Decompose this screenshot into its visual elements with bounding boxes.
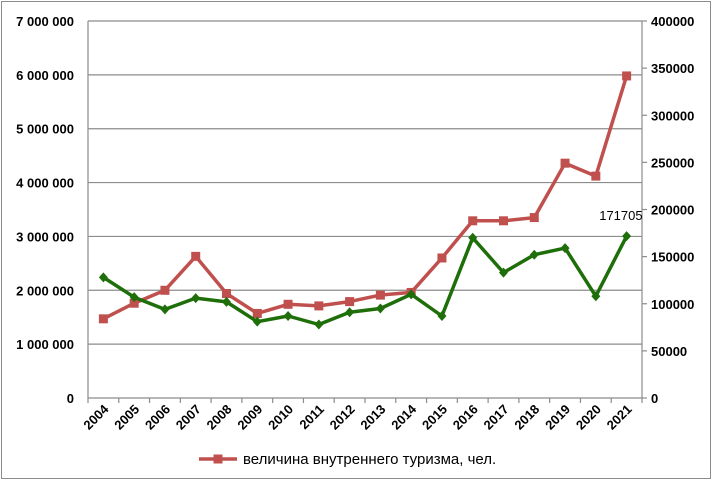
right-axis-tick-label: 100000 [651,297,694,312]
series-1-marker [222,289,231,299]
x-axis-tick-label: 2011 [296,402,327,433]
series-1-marker [622,71,632,81]
series-1-marker [591,171,601,181]
x-axis-tick-label: 2021 [604,402,635,433]
series-2-marker [529,249,539,260]
x-axis-tick-label: 2019 [542,402,573,433]
left-axis-tick-label: 6 000 000 [16,68,74,83]
right-axis-tick-label: 250000 [651,155,694,170]
x-axis-tick-label: 2015 [419,402,450,433]
series-2-marker [252,316,262,327]
series-1-marker [98,314,108,324]
series-2-marker [222,296,231,307]
series-1-marker [283,299,293,309]
series-1-marker [375,290,385,300]
series-2-marker [437,311,447,322]
x-axis-tick-label: 2005 [111,402,142,433]
series-1-marker [560,158,570,168]
right-axis-tick-label: 350000 [651,61,694,76]
x-axis-tick-label: 2007 [173,402,204,433]
series-1-marker [529,213,539,223]
right-axis-tick-label: 50000 [651,344,687,359]
x-axis-tick-label: 2020 [573,402,604,433]
x-axis-tick-label: 2012 [327,402,358,433]
x-axis-tick-label: 2008 [204,402,235,433]
series-1-marker [191,251,201,261]
right-axis-tick-label: 400000 [651,14,694,29]
series-1-marker [129,298,139,308]
series-line-1 [102,75,629,321]
series-1-marker [252,308,262,318]
series-2-marker [191,293,201,304]
left-axis-tick-label: 2 000 000 [16,283,74,298]
series-line-2 [102,235,629,327]
x-axis-tick-label: 2006 [142,402,173,433]
series-2-marker [622,231,632,242]
x-axis-tick-label: 2004 [80,401,112,433]
series-2-marker [160,304,170,315]
series-2-marker [129,292,139,303]
left-axis-tick-label: 0 [67,391,74,406]
series-2-marker [314,319,324,330]
series-1-marker [437,253,447,263]
right-axis-tick-label: 200000 [651,203,694,218]
right-axis-tick-label: 0 [651,391,658,406]
series-1-marker [345,297,355,307]
series-2-marker [375,303,385,314]
series-2-marker [468,232,478,243]
series-1-marker [499,216,508,226]
legend-swatch-marker [213,454,223,464]
left-axis-tick-label: 3 000 000 [16,229,74,244]
left-axis-tick-label: 1 000 000 [16,337,74,352]
left-axis-tick-label: 5 000 000 [16,122,74,137]
series-2-marker [345,307,355,318]
series-1-marker [314,301,324,311]
data-label: 171705 [599,208,642,223]
series-1-marker [160,285,170,295]
series-2-marker [499,267,508,278]
series-2-marker [406,289,416,300]
right-axis-tick-label: 150000 [651,250,694,265]
series-2-marker [591,291,601,302]
left-axis-tick-label: 4 000 000 [16,176,74,191]
left-axis-tick-label: 7 000 000 [16,14,74,29]
series-2-marker [560,243,570,254]
series-1-marker [468,216,478,226]
x-axis-tick-label: 2018 [511,402,542,433]
legend-label: величина внутреннего туризма, чел. [243,451,496,468]
x-axis-tick-label: 2017 [481,402,512,433]
x-axis-tick-label: 2009 [234,402,265,433]
x-axis-tick-label: 2014 [388,401,420,433]
series-2-marker [283,311,293,322]
x-axis-tick-label: 2013 [357,402,388,433]
series-2-marker [98,272,108,283]
right-axis-tick-label: 300000 [651,108,694,123]
x-axis-tick-label: 2016 [450,402,481,433]
x-axis-tick-label: 2010 [265,402,296,433]
